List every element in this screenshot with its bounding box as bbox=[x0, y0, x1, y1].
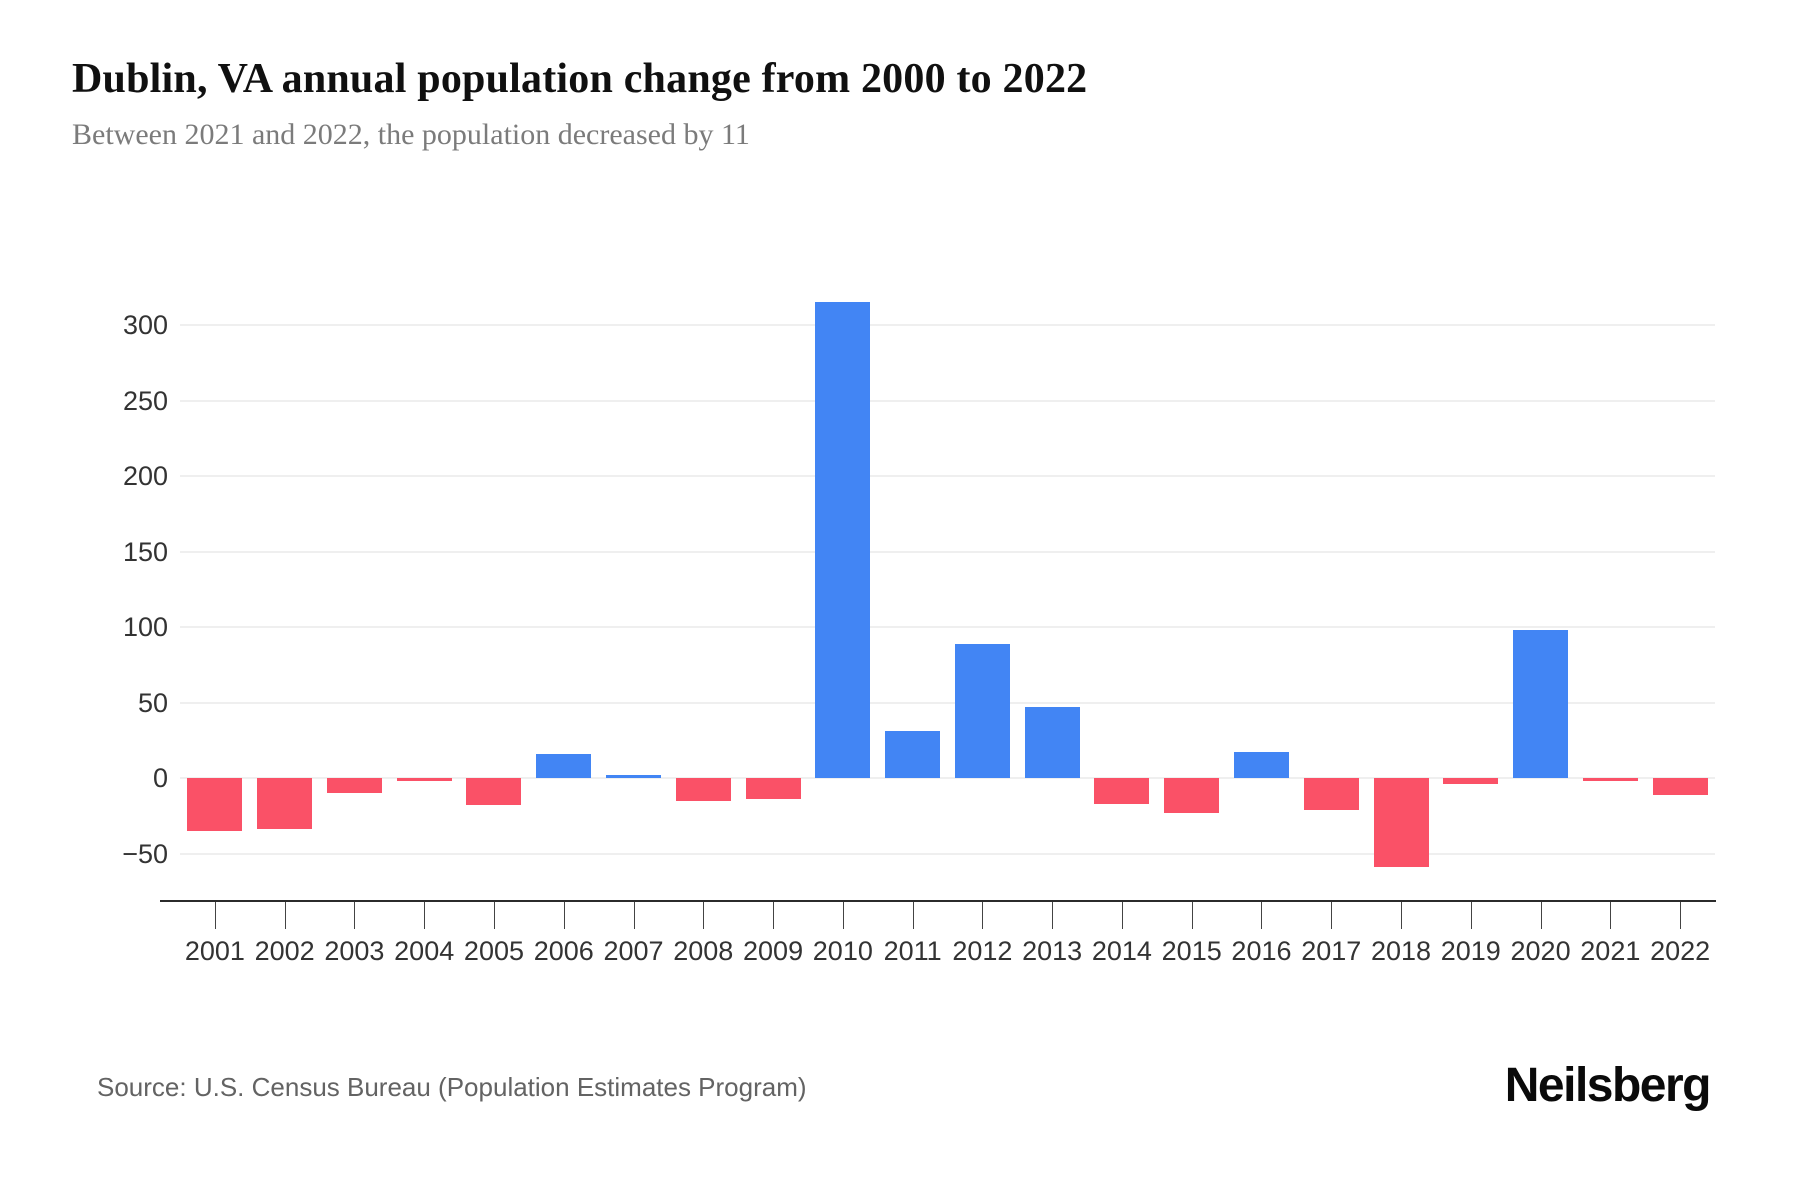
bar-2015[interactable] bbox=[1164, 778, 1220, 813]
bar-2022[interactable] bbox=[1652, 778, 1708, 795]
y-axis-label-250: 250 bbox=[122, 385, 168, 416]
x-tick-2009 bbox=[773, 902, 775, 929]
bar-2004[interactable] bbox=[396, 778, 452, 782]
x-tick-2015 bbox=[1191, 902, 1193, 929]
x-axis-label-2015: 2015 bbox=[1161, 936, 1222, 966]
x-tick-2020 bbox=[1540, 902, 1542, 929]
page-title: Dublin, VA annual population change from… bbox=[72, 56, 1088, 102]
x-axis-label-2001: 2001 bbox=[184, 936, 245, 966]
y-axis-label-100: 100 bbox=[122, 612, 168, 642]
bar-2014[interactable] bbox=[1094, 778, 1150, 804]
bar-2010[interactable] bbox=[815, 302, 871, 778]
bar-2008[interactable] bbox=[675, 778, 731, 801]
x-tick-2012 bbox=[982, 902, 984, 929]
x-tick-2005 bbox=[493, 902, 495, 929]
x-tick-2004 bbox=[424, 902, 426, 929]
x-tick-2002 bbox=[284, 902, 286, 929]
bar-2012[interactable] bbox=[954, 643, 1010, 778]
bar-2001[interactable] bbox=[187, 778, 243, 831]
x-tick-2007 bbox=[633, 902, 635, 929]
bar-2016[interactable] bbox=[1233, 752, 1289, 778]
x-axis-label-2020: 2020 bbox=[1510, 936, 1571, 966]
x-axis-label-2022: 2022 bbox=[1650, 936, 1711, 966]
bar-2013[interactable] bbox=[1024, 707, 1080, 778]
gridline-y-100 bbox=[180, 626, 1715, 628]
x-axis-label-2012: 2012 bbox=[952, 936, 1013, 966]
x-axis-label-2003: 2003 bbox=[324, 936, 385, 966]
x-axis-label-2006: 2006 bbox=[533, 936, 594, 966]
gridline-y--50 bbox=[180, 852, 1715, 855]
gridline-y-300 bbox=[180, 324, 1715, 326]
y-axis-label--50: −50 bbox=[122, 838, 168, 869]
x-tick-2018 bbox=[1401, 902, 1403, 929]
bar-2003[interactable] bbox=[326, 778, 382, 794]
x-axis-label-2008: 2008 bbox=[673, 936, 734, 966]
x-tick-2014 bbox=[1121, 902, 1123, 929]
x-tick-2006 bbox=[563, 902, 565, 929]
x-axis-label-2005: 2005 bbox=[463, 936, 524, 966]
bar-2009[interactable] bbox=[745, 778, 801, 800]
gridline-y-50 bbox=[180, 701, 1715, 704]
x-axis-label-2021: 2021 bbox=[1580, 936, 1641, 966]
bar-2017[interactable] bbox=[1303, 778, 1359, 810]
y-axis-label-300: 300 bbox=[122, 310, 168, 340]
bar-2002[interactable] bbox=[257, 778, 313, 830]
y-axis-label-200: 200 bbox=[122, 461, 168, 491]
gridline-y-200 bbox=[180, 475, 1715, 477]
x-axis-label-2013: 2013 bbox=[1022, 936, 1083, 966]
x-tick-2019 bbox=[1470, 902, 1472, 929]
gridline-y-150 bbox=[180, 550, 1715, 553]
bar-2006[interactable] bbox=[536, 753, 592, 778]
x-axis-label-2016: 2016 bbox=[1231, 936, 1292, 966]
x-axis-label-2011: 2011 bbox=[883, 936, 942, 966]
x-axis-line bbox=[160, 900, 1716, 902]
x-tick-2021 bbox=[1610, 902, 1612, 929]
bar-2007[interactable] bbox=[606, 774, 662, 778]
x-tick-2022 bbox=[1680, 902, 1682, 929]
y-axis-label-50: 50 bbox=[137, 687, 168, 718]
bar-2019[interactable] bbox=[1443, 778, 1499, 785]
x-tick-2010 bbox=[842, 902, 844, 929]
x-tick-2011 bbox=[912, 902, 914, 929]
page-subtitle: Between 2021 and 2022, the population de… bbox=[72, 118, 750, 151]
gridline-y-0 bbox=[180, 777, 1715, 779]
x-tick-2013 bbox=[1052, 902, 1054, 929]
x-axis-label-2017: 2017 bbox=[1301, 936, 1362, 966]
x-axis-label-2019: 2019 bbox=[1440, 936, 1501, 966]
x-axis-label-2007: 2007 bbox=[603, 936, 664, 966]
x-axis-label-2018: 2018 bbox=[1370, 936, 1432, 966]
gridline-y-250 bbox=[180, 399, 1715, 402]
x-axis-label-2004: 2004 bbox=[394, 936, 455, 966]
x-axis-label-2002: 2002 bbox=[254, 936, 315, 966]
x-axis-label-2014: 2014 bbox=[1091, 936, 1152, 966]
bar-2018[interactable] bbox=[1373, 778, 1429, 868]
y-axis-label-150: 150 bbox=[122, 536, 168, 567]
source-text: Source: U.S. Census Bureau (Population E… bbox=[97, 1072, 807, 1102]
bar-2011[interactable] bbox=[885, 731, 941, 778]
bar-2021[interactable] bbox=[1582, 778, 1638, 782]
y-axis-label-0: 0 bbox=[152, 763, 168, 793]
brand-logo: Neilsberg bbox=[1504, 1059, 1712, 1112]
bar-2005[interactable] bbox=[466, 778, 522, 806]
x-axis-label-2009: 2009 bbox=[743, 936, 804, 966]
bar-2020[interactable] bbox=[1513, 630, 1569, 778]
x-tick-2016 bbox=[1261, 902, 1263, 929]
x-tick-2008 bbox=[703, 902, 705, 929]
x-axis-label-2010: 2010 bbox=[812, 936, 873, 966]
x-tick-2017 bbox=[1331, 902, 1333, 929]
x-tick-2001 bbox=[214, 902, 216, 929]
x-tick-2003 bbox=[354, 902, 356, 929]
